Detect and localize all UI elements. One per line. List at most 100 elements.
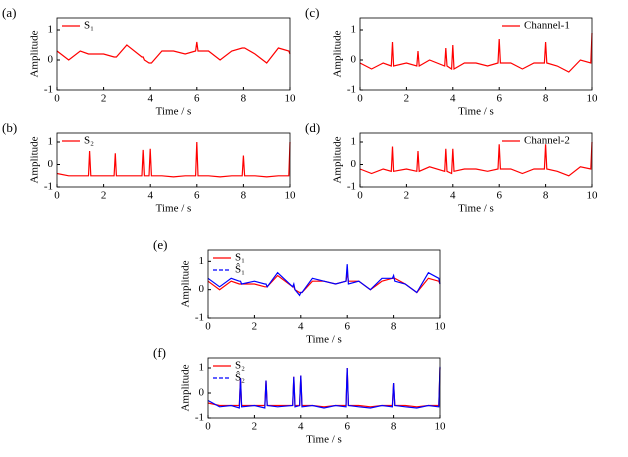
- legend-label: Channel-2: [524, 135, 570, 147]
- legend-label: Ŝ₂: [235, 372, 245, 384]
- plot-frame: [207, 249, 441, 319]
- x-tick-label: 8: [241, 190, 247, 202]
- x-tick-label: 0: [54, 93, 60, 105]
- plot-frame: [56, 132, 291, 188]
- legend-label: Channel-1: [524, 20, 570, 32]
- panel-label: (b): [2, 120, 17, 135]
- legend-label: Ŝ₁: [235, 264, 245, 276]
- y-axis-label: Amplitude: [332, 30, 344, 77]
- y-tick-label: 1: [351, 24, 357, 36]
- x-tick-label: 2: [101, 190, 107, 202]
- y-tick-label: -1: [347, 84, 356, 96]
- x-tick-label: 6: [496, 93, 502, 105]
- x-tick-label: 4: [147, 190, 153, 202]
- x-tick-label: 4: [298, 421, 304, 433]
- y-axis-label: Amplitude: [29, 136, 41, 183]
- panel-label: (c): [305, 5, 319, 20]
- x-tick-label: 0: [357, 93, 363, 105]
- x-tick-label: 8: [241, 93, 247, 105]
- x-axis-label: Time / s: [306, 334, 342, 346]
- panel-label: (d): [305, 120, 320, 135]
- x-tick-label: 6: [194, 93, 200, 105]
- x-tick-label: 10: [587, 93, 599, 105]
- signal-line: [359, 141, 593, 177]
- x-tick-label: 10: [285, 190, 297, 202]
- y-tick-label: -1: [44, 84, 53, 96]
- x-tick-label: 2: [404, 93, 410, 105]
- legend-label: S₁: [235, 252, 245, 264]
- y-tick-label: 1: [199, 362, 205, 374]
- x-tick-label: 4: [147, 93, 153, 105]
- x-tick-label: 2: [252, 321, 258, 333]
- x-tick-label: 8: [391, 421, 397, 433]
- x-tick-label: 2: [252, 421, 258, 433]
- x-tick-label: 10: [285, 93, 297, 105]
- y-axis-label: Amplitude: [180, 364, 192, 411]
- x-tick-label: 6: [344, 321, 350, 333]
- plot-frame: [207, 357, 441, 419]
- y-tick-label: 0: [199, 387, 205, 399]
- x-axis-label: Time / s: [306, 434, 342, 446]
- signal-line: [359, 32, 593, 73]
- y-tick-label: 0: [199, 283, 205, 295]
- plot-frame: [359, 17, 593, 91]
- y-tick-label: -1: [195, 312, 204, 324]
- panel-label: (e): [153, 237, 167, 252]
- x-tick-label: 0: [205, 321, 211, 333]
- panel-label: (f): [153, 345, 166, 360]
- x-tick-label: 0: [357, 190, 363, 202]
- signal-line: [207, 272, 441, 294]
- x-tick-label: 6: [344, 421, 350, 433]
- x-tick-label: 8: [391, 321, 397, 333]
- legend-label: S₂: [84, 135, 94, 147]
- y-tick-label: 0: [48, 158, 54, 170]
- y-tick-label: 0: [351, 54, 357, 66]
- x-axis-label: Time / s: [156, 203, 192, 215]
- signal-line: [207, 264, 441, 297]
- y-axis-label: Amplitude: [180, 260, 192, 307]
- x-tick-label: 8: [543, 93, 549, 105]
- x-tick-label: 8: [543, 190, 549, 202]
- x-tick-label: 4: [450, 190, 456, 202]
- x-tick-label: 10: [435, 321, 447, 333]
- y-tick-label: 1: [199, 255, 205, 267]
- x-tick-label: 0: [54, 190, 60, 202]
- y-tick-label: 1: [48, 136, 54, 148]
- y-axis-label: Amplitude: [332, 136, 344, 183]
- x-tick-label: 4: [450, 93, 456, 105]
- y-tick-label: 0: [351, 158, 357, 170]
- x-tick-label: 0: [205, 421, 211, 433]
- x-tick-label: 10: [435, 421, 447, 433]
- signal-line: [56, 41, 291, 64]
- y-tick-label: -1: [347, 181, 356, 193]
- y-tick-label: 0: [48, 54, 54, 66]
- signal-line: [207, 366, 441, 409]
- x-axis-label: Time / s: [458, 203, 494, 215]
- legend-label: S₁: [84, 20, 94, 32]
- x-tick-label: 4: [298, 321, 304, 333]
- plot-frame: [359, 132, 593, 188]
- x-tick-label: 2: [404, 190, 410, 202]
- x-tick-label: 2: [101, 93, 107, 105]
- signal-line: [56, 141, 291, 178]
- x-tick-label: 6: [194, 190, 200, 202]
- y-tick-label: -1: [195, 412, 204, 424]
- x-tick-label: 10: [587, 190, 599, 202]
- x-axis-label: Time / s: [458, 106, 494, 118]
- legend-label: S₂: [235, 360, 245, 372]
- plot-frame: [56, 17, 291, 91]
- panel-label: (a): [2, 5, 16, 20]
- x-axis-label: Time / s: [156, 106, 192, 118]
- y-tick-label: 1: [351, 136, 357, 148]
- y-axis-label: Amplitude: [29, 30, 41, 77]
- y-tick-label: -1: [44, 181, 53, 193]
- x-tick-label: 6: [496, 190, 502, 202]
- y-tick-label: 1: [48, 24, 54, 36]
